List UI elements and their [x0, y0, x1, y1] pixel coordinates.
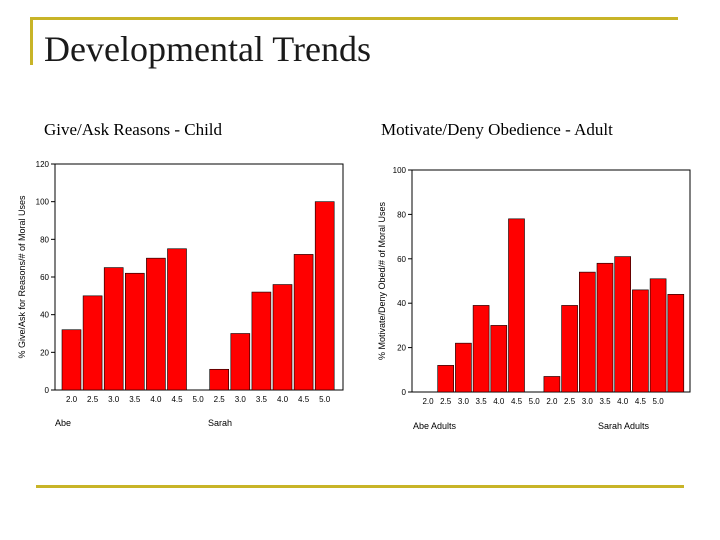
- y-axis-label: % Give/Ask for Reasons/# of Moral Uses: [17, 195, 27, 359]
- y-tick-label: 20: [40, 348, 49, 357]
- y-tick-label: 60: [40, 273, 49, 282]
- bar: [293, 254, 314, 391]
- y-tick-label: 120: [36, 160, 50, 169]
- group-label: Sarah: [208, 418, 232, 428]
- slide-title: Developmental Trends: [44, 29, 371, 69]
- bar: [209, 368, 229, 391]
- bottom-accent-rule: [36, 485, 684, 488]
- x-tick-label: 4.0: [150, 395, 162, 404]
- left-accent-rule: [30, 17, 33, 65]
- bar: [251, 291, 272, 391]
- x-tick-label: 2.0: [66, 395, 78, 404]
- x-tick-label: 4.5: [171, 395, 183, 404]
- x-tick-label: 2.5: [87, 395, 99, 404]
- bar: [61, 329, 82, 391]
- x-tick-label: 2.5: [214, 395, 226, 404]
- x-tick-label: 3.0: [235, 395, 247, 404]
- bar: [167, 248, 187, 391]
- bar: [103, 267, 124, 391]
- bar: [82, 295, 103, 391]
- right-chart-subtitle: Motivate/Deny Obedience - Adult: [381, 120, 613, 139]
- x-tick-label: 5.0: [319, 395, 331, 404]
- left-chart-subtitle: Give/Ask Reasons - Child: [44, 120, 223, 139]
- y-tick-label: 40: [40, 311, 49, 320]
- x-tick-label: 3.5: [129, 395, 141, 404]
- y-tick-label: 80: [40, 235, 49, 244]
- group-label: Abe: [55, 418, 71, 428]
- x-tick-label: 3.5: [256, 395, 268, 404]
- y-tick-label: 0: [45, 386, 50, 395]
- y-tick-label: 100: [36, 198, 50, 207]
- x-tick-label: 5.0: [193, 395, 205, 404]
- bar: [230, 333, 251, 391]
- bar: [314, 201, 335, 391]
- x-tick-label: 4.0: [277, 395, 289, 404]
- bar: [125, 272, 145, 391]
- bar: [146, 257, 166, 391]
- x-tick-label: 3.0: [108, 395, 120, 404]
- x-tick-label: 4.5: [298, 395, 310, 404]
- top-accent-rule: [30, 17, 678, 20]
- bar: [272, 284, 293, 391]
